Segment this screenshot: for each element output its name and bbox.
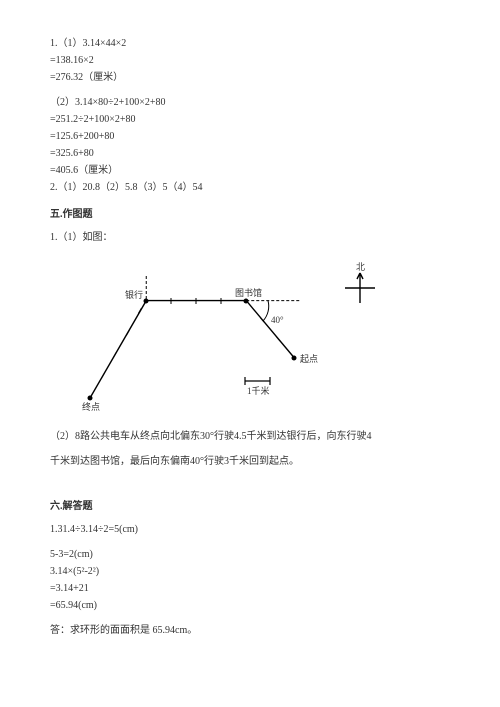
route-diagram: 银行 图书馆 40° 起点 终点 1千米 北 (70, 258, 400, 408)
section-5-title: 五.作图题 (50, 206, 450, 223)
label-start: 起点 (300, 352, 318, 367)
label-bank: 银行 (125, 288, 143, 303)
calc-line: 5-3=2(cm) (50, 546, 450, 563)
label-end: 终点 (82, 400, 100, 415)
label-scale: 1千米 (247, 384, 270, 399)
calc-line: =325.6+80 (50, 145, 450, 162)
calc-line: =3.14+21 (50, 580, 450, 597)
calc-line: 1.（1）3.14×44×2 (50, 35, 450, 52)
label-library: 图书馆 (235, 286, 262, 301)
calc-line: 2.（1）20.8（2）5.8（3）5（4）54 (50, 179, 450, 196)
calc-line: =65.94(cm) (50, 597, 450, 614)
label-angle: 40° (271, 313, 284, 328)
calc-line: （2）3.14×80÷2+100×2+80 (50, 94, 450, 111)
calc-line: =405.6（厘米） (50, 162, 450, 179)
diagram-svg (70, 258, 400, 408)
section-6-title: 六.解答题 (50, 498, 450, 515)
section-5-item-2b: 千米到达图书馆，最后向东偏南40°行驶3千米回到起点。 (50, 453, 450, 470)
answer-line: 答：求环形的面面积是 65.94cm。 (50, 622, 450, 639)
calc-line: 3.14×(5²-2²) (50, 563, 450, 580)
label-north: 北 (356, 260, 365, 275)
calc-line: =138.16×2 (50, 52, 450, 69)
section-5-item-1: 1.（1）如图： (50, 229, 450, 246)
section-5-item-2a: （2）8路公共电车从终点向北偏东30°行驶4.5千米到达银行后，向东行驶4 (50, 428, 450, 445)
calc-line: 1.31.4÷3.14÷2=5(cm) (50, 521, 450, 538)
calc-line: =251.2÷2+100×2+80 (50, 111, 450, 128)
calc-line: =125.6+200+80 (50, 128, 450, 145)
calc-line: =276.32（厘米） (50, 69, 450, 86)
